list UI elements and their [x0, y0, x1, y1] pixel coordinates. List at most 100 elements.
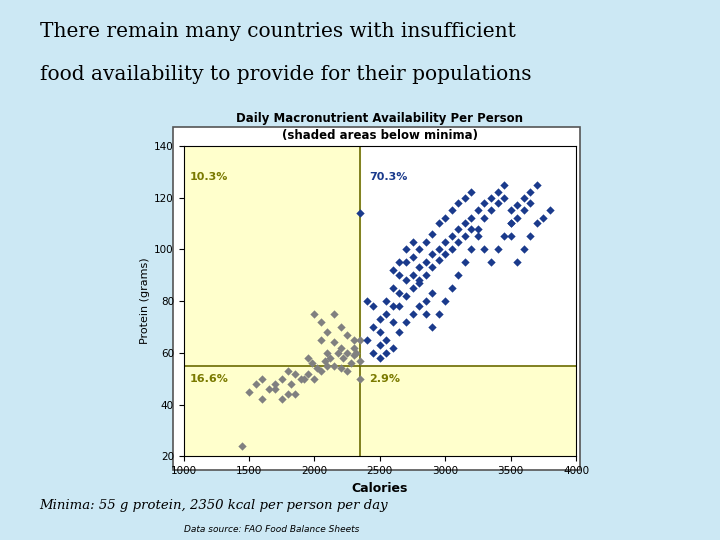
Point: [400, 276, 412, 285]
Point: [426, 230, 438, 238]
Point: [367, 322, 379, 331]
Point: [413, 279, 425, 287]
Point: [407, 309, 418, 318]
Point: [420, 258, 431, 267]
Point: [269, 384, 281, 393]
Point: [453, 271, 464, 280]
Point: [498, 193, 510, 202]
Point: [485, 258, 497, 267]
Point: [311, 364, 323, 373]
Y-axis label: Protein (grams): Protein (grams): [140, 258, 150, 345]
Point: [394, 271, 405, 280]
Text: 70.3%: 70.3%: [369, 172, 408, 181]
Point: [531, 180, 543, 189]
Point: [446, 232, 457, 241]
Point: [367, 302, 379, 310]
Point: [237, 442, 248, 450]
Point: [354, 374, 366, 383]
Point: [433, 309, 444, 318]
Point: [459, 258, 471, 267]
Point: [544, 206, 556, 215]
Point: [433, 219, 444, 228]
Point: [282, 367, 294, 375]
Point: [374, 328, 386, 336]
X-axis label: Calories: Calories: [351, 482, 408, 495]
Point: [315, 318, 327, 326]
Point: [269, 380, 281, 388]
Point: [420, 309, 431, 318]
Point: [492, 245, 503, 254]
Point: [374, 341, 386, 349]
Point: [439, 250, 451, 259]
Point: [328, 338, 340, 347]
Point: [446, 284, 457, 293]
Point: [351, 348, 362, 357]
Point: [453, 224, 464, 233]
Text: There remain many countries with insufficient: There remain many countries with insuffi…: [40, 22, 516, 40]
Point: [420, 297, 431, 306]
Point: [538, 214, 549, 222]
Point: [394, 289, 405, 298]
Point: [341, 367, 353, 375]
Point: [256, 374, 268, 383]
Point: [407, 253, 418, 261]
Point: [400, 245, 412, 254]
Point: [348, 343, 359, 352]
Point: [374, 354, 386, 362]
Point: [324, 354, 336, 362]
Point: [505, 219, 516, 228]
Point: [466, 188, 477, 197]
Point: [315, 335, 327, 344]
Point: [354, 356, 366, 365]
Title: Daily Macronutrient Availability Per Person
(shaded areas below minima): Daily Macronutrient Availability Per Per…: [236, 112, 523, 142]
Point: [338, 354, 349, 362]
Point: [298, 374, 310, 383]
Point: [276, 395, 287, 404]
Point: [361, 297, 372, 306]
Point: [407, 284, 418, 293]
Point: [492, 198, 503, 207]
Point: [511, 258, 523, 267]
Point: [426, 250, 438, 259]
Point: [518, 193, 529, 202]
Point: [322, 361, 333, 370]
Point: [335, 364, 346, 373]
Point: [479, 214, 490, 222]
Point: [243, 387, 255, 396]
Point: [361, 335, 372, 344]
Point: [446, 245, 457, 254]
Point: [492, 188, 503, 197]
Point: [394, 328, 405, 336]
Point: [446, 206, 457, 215]
Point: [348, 351, 359, 360]
Point: [354, 209, 366, 218]
Point: [328, 361, 340, 370]
Point: [472, 224, 484, 233]
Point: [394, 258, 405, 267]
Point: [466, 245, 477, 254]
Point: [341, 330, 353, 339]
Point: [328, 309, 340, 318]
Point: [387, 318, 399, 326]
Point: [466, 224, 477, 233]
Text: food availability to provide for their populations: food availability to provide for their p…: [40, 65, 531, 84]
Point: [400, 258, 412, 267]
Point: [306, 359, 318, 367]
Point: [387, 302, 399, 310]
Point: [505, 206, 516, 215]
Point: [322, 348, 333, 357]
Point: [433, 245, 444, 254]
Point: [485, 193, 497, 202]
Point: [381, 297, 392, 306]
Point: [531, 219, 543, 228]
Point: [459, 219, 471, 228]
Point: [420, 237, 431, 246]
Text: 10.3%: 10.3%: [190, 172, 228, 181]
Text: Data source: FAO Food Balance Sheets: Data source: FAO Food Balance Sheets: [184, 525, 359, 534]
Point: [518, 245, 529, 254]
Point: [524, 198, 536, 207]
Point: [309, 309, 320, 318]
Point: [381, 309, 392, 318]
Point: [407, 271, 418, 280]
Point: [381, 348, 392, 357]
